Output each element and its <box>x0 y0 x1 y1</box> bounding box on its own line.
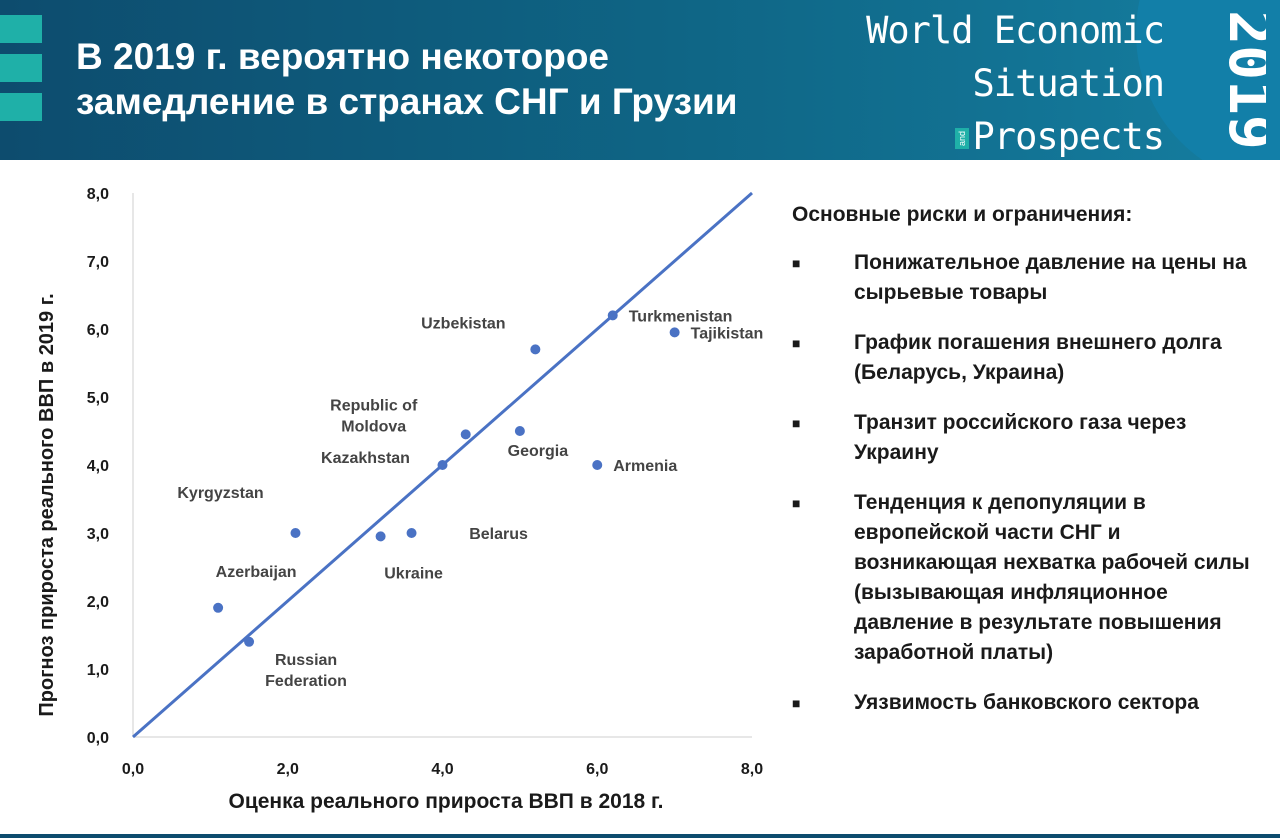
title-line-1: В 2019 г. вероятно некоторое <box>76 36 609 77</box>
point-label: Belarus <box>469 526 528 543</box>
risk-item: ■ Уязвимость банковского сектора <box>792 688 1262 718</box>
logo-year-text: 2019 <box>1216 12 1266 148</box>
x-axis-label: Оценка реального прироста ВВП в 2018 г. <box>228 790 663 813</box>
y-tick-label: 5,0 <box>87 390 109 407</box>
decorative-bars-icon <box>0 15 42 132</box>
risk-text: Транзит российского газа через Украину <box>854 411 1187 464</box>
data-point <box>460 429 471 440</box>
page-title: В 2019 г. вероятно некоторое замедление … <box>76 34 738 124</box>
title-line-2: замедление в странах СНГ и Грузии <box>76 81 738 122</box>
footer-line <box>0 834 1280 838</box>
tick-labels: 0,0 2,0 4,0 6,0 8,0 0,0 1,0 2,0 3,0 4,0 5,0 6,0 7,0 8… <box>87 186 763 778</box>
risk-text: Понижательное давление на цены на сырьев… <box>854 251 1247 304</box>
point-label: Tajikistan <box>691 325 764 342</box>
point-label: Republic of Moldova <box>330 397 418 435</box>
logo-and-tag: and <box>954 127 969 150</box>
scatter-chart: Tajikistan Uzbekistan Turkmenistan Georgia A… <box>36 186 763 813</box>
y-tick-label: 6,0 <box>87 322 109 339</box>
logo-year: 2019 <box>1216 12 1266 148</box>
y-tick-label: 7,0 <box>87 254 109 271</box>
y-axis-label: Прогноз прироста реального ВВП в 2019 г. <box>36 293 58 716</box>
point-label: Kyrgyzstan <box>177 485 263 502</box>
bullet-icon: ■ <box>792 335 801 351</box>
data-point <box>669 327 680 338</box>
data-point <box>244 636 255 647</box>
logo-line-1: World Economic <box>866 9 1165 52</box>
logo-line-2: Situation <box>972 62 1165 105</box>
point-label: Kazakhstan <box>321 450 410 467</box>
y-tick-label: 0,0 <box>87 730 109 747</box>
risk-item: ■ Транзит российского газа через Украину <box>792 408 1262 468</box>
data-point <box>592 460 603 470</box>
wesp-logo: World Economic Situation and Prospects <box>866 4 1165 160</box>
x-tick-label: 0,0 <box>122 761 144 778</box>
y-tick-label: 1,0 <box>87 662 109 679</box>
risk-text: График погашения внешнего долга (Беларус… <box>854 331 1222 384</box>
logo-line-3: Prospects <box>972 115 1165 158</box>
risks-heading: Основные риски и ограничения: <box>792 203 1133 226</box>
point-label: Georgia <box>508 443 569 460</box>
y-tick-label: 8,0 <box>87 186 109 203</box>
risk-text: Уязвимость банковского сектора <box>854 691 1199 714</box>
point-label: Uzbekistan <box>421 315 505 332</box>
point-label: Turkmenistan <box>629 308 733 325</box>
point-label: Russian Federation <box>265 652 347 690</box>
chart-axes <box>132 193 752 738</box>
risk-item: ■ Понижательное давление на цены на сырье… <box>792 248 1262 308</box>
data-point <box>530 344 541 355</box>
y-tick-label: 3,0 <box>87 526 109 543</box>
data-point <box>290 528 301 538</box>
bullet-icon: ■ <box>792 255 801 271</box>
data-point <box>514 426 525 436</box>
risk-item: ■ График погашения внешнего долга (Белару… <box>792 328 1262 388</box>
bullet-icon: ■ <box>792 415 801 431</box>
risk-item: ■ Тенденция к депопуляции в европейской ч… <box>792 488 1262 668</box>
x-tick-label: 8,0 <box>741 761 763 778</box>
x-tick-label: 2,0 <box>277 761 299 778</box>
chart-points: Tajikistan Uzbekistan Turkmenistan Georgia A… <box>177 308 763 689</box>
point-label: Armenia <box>613 458 677 475</box>
risk-text: Тенденция к депопуляции в европейской ча… <box>854 491 1250 664</box>
data-point <box>437 460 448 470</box>
bullet-icon: ■ <box>792 695 801 711</box>
x-tick-label: 4,0 <box>431 761 453 778</box>
data-point <box>607 310 618 321</box>
header-banner: В 2019 г. вероятно некоторое замедление … <box>0 0 1280 160</box>
risks-list: ■ Понижательное давление на цены на сырье… <box>792 248 1262 718</box>
risks-panel: Основные риски и ограничения: ■ Понижател… <box>792 200 1262 738</box>
data-point <box>406 528 417 538</box>
y-tick-label: 2,0 <box>87 594 109 611</box>
x-tick-label: 6,0 <box>586 761 608 778</box>
y-tick-label: 4,0 <box>87 458 109 475</box>
point-label: Azerbaijan <box>216 564 297 581</box>
bullet-icon: ■ <box>792 495 801 511</box>
data-point <box>375 531 386 542</box>
point-label: Ukraine <box>384 565 443 582</box>
data-point <box>213 602 224 613</box>
